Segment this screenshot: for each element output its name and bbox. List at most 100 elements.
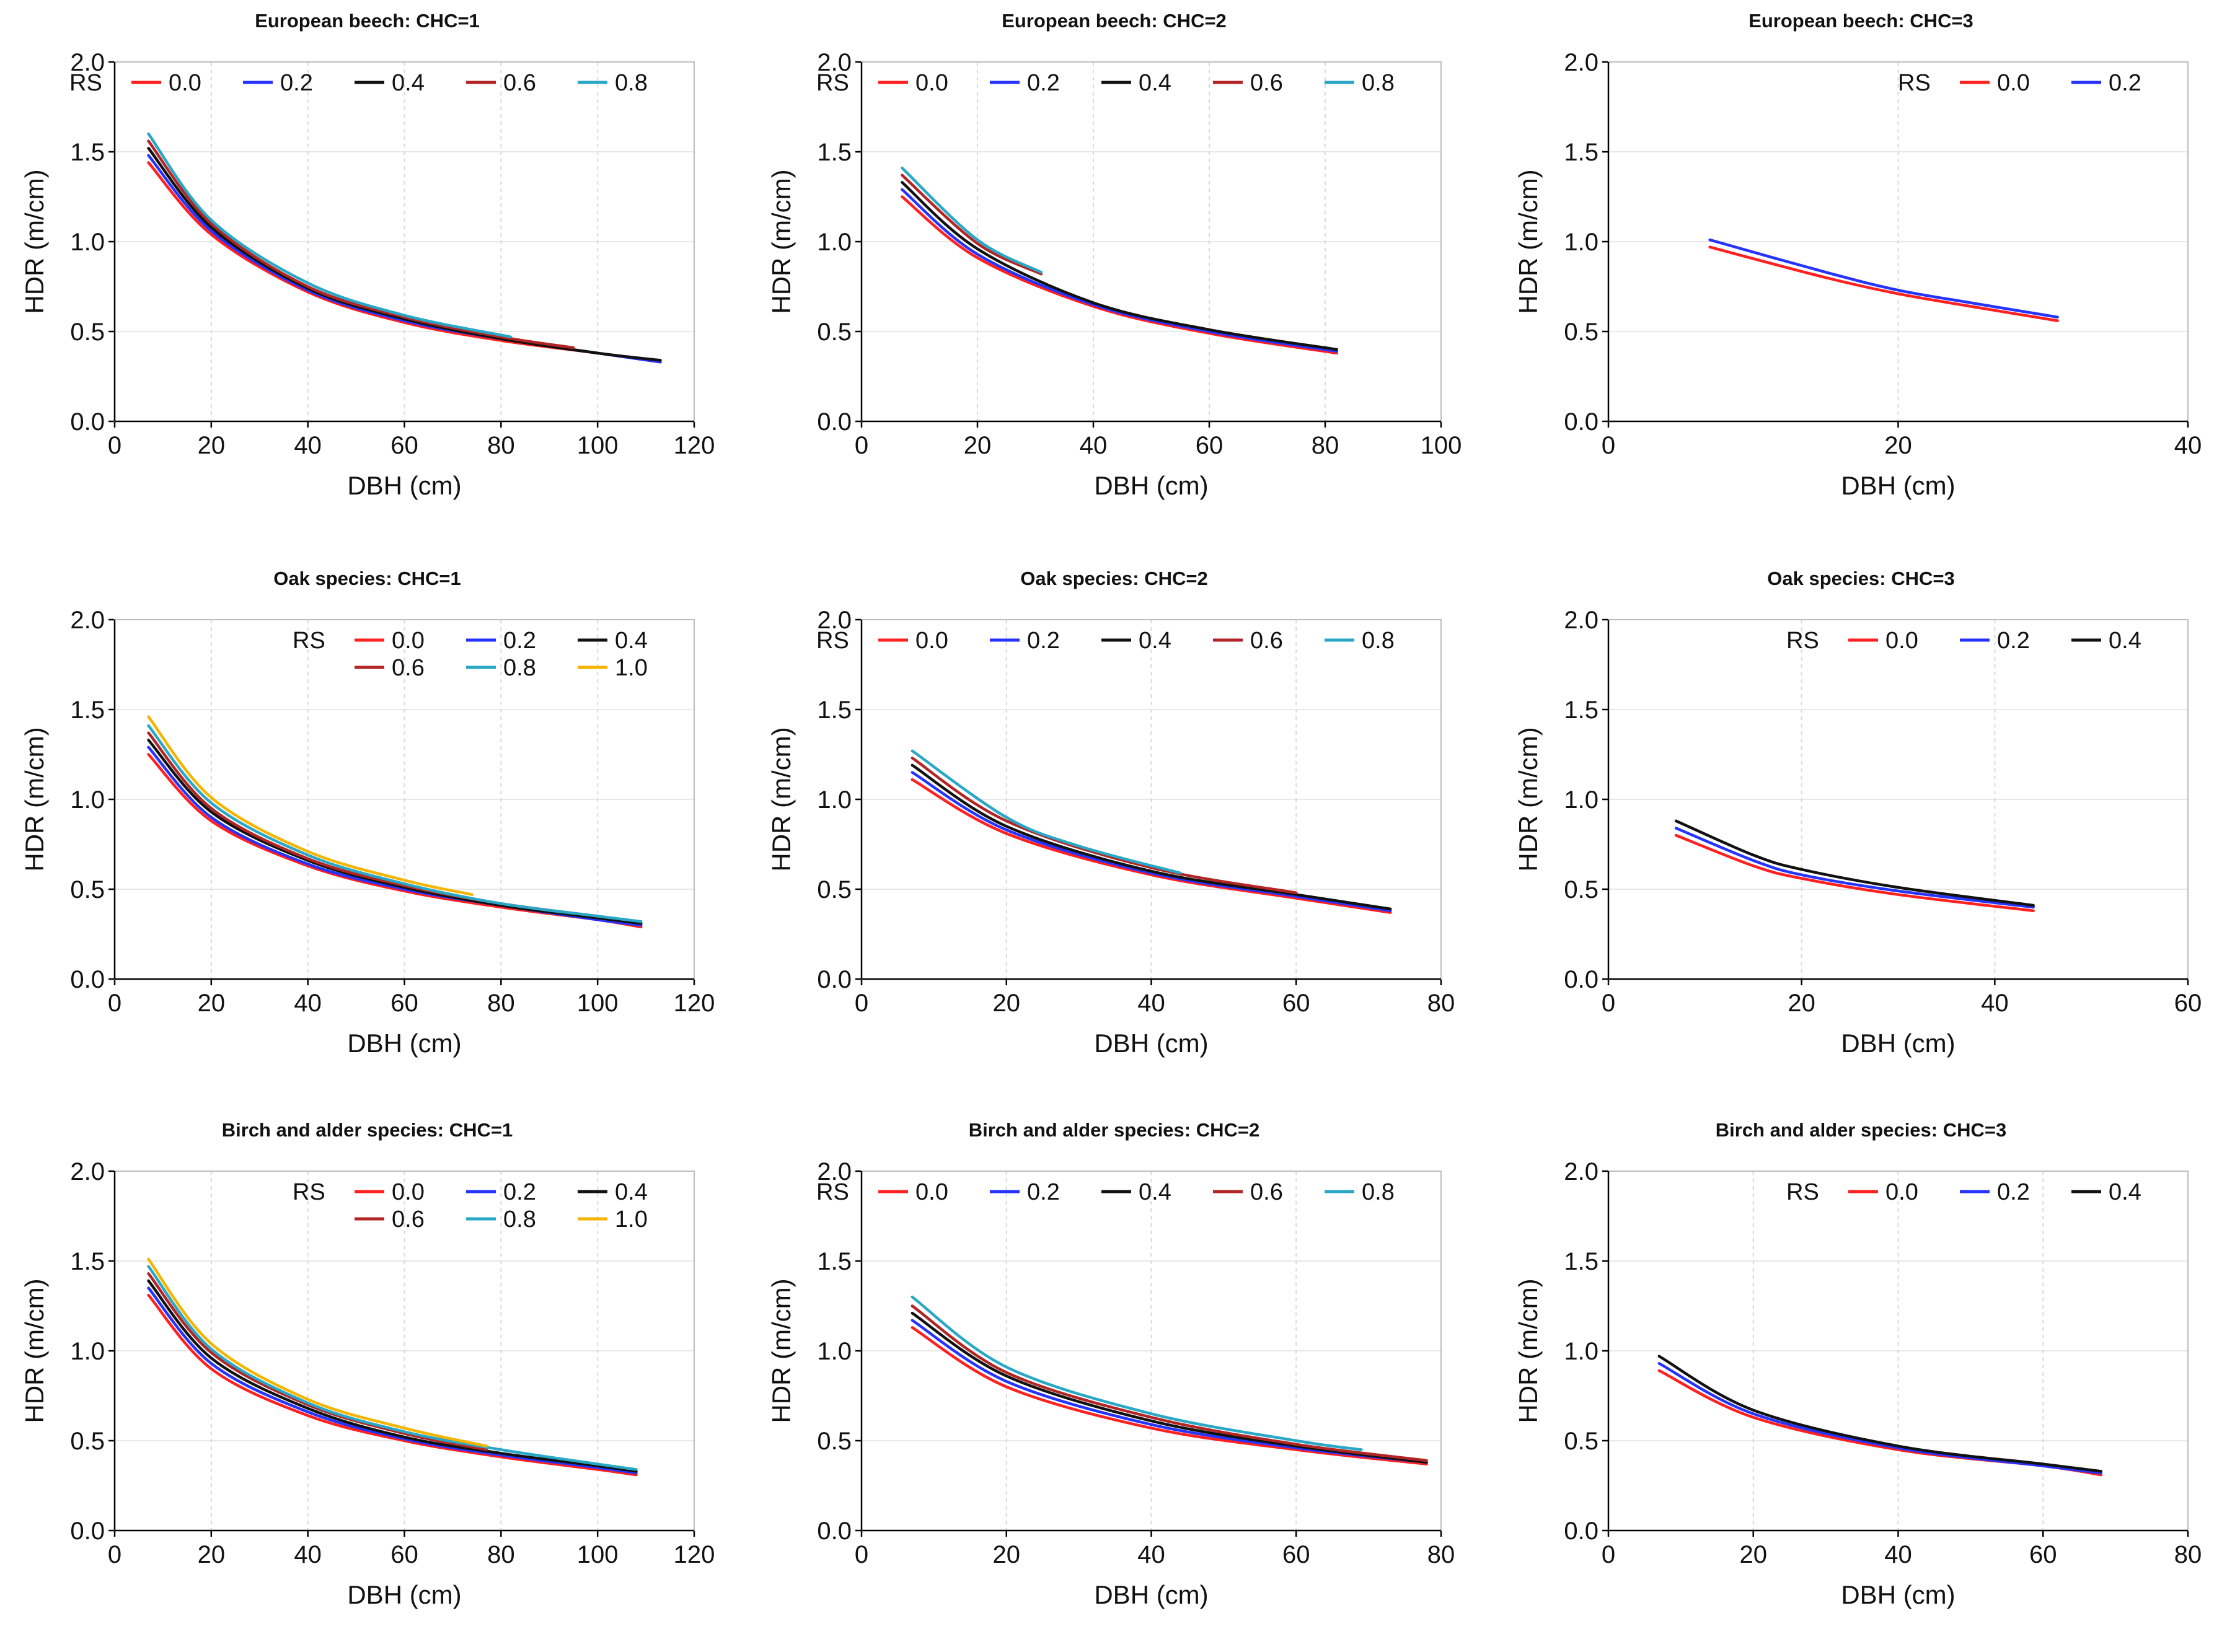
- series-line-rs-0-0: [1657, 1369, 2102, 1477]
- y-tick-label: 1.5: [70, 139, 105, 166]
- x-tick-label: 80: [487, 432, 515, 459]
- x-tick-label: 20: [1788, 990, 1815, 1017]
- y-tick-label: 1.0: [1564, 786, 1598, 814]
- y-tick-label: 0.5: [70, 319, 105, 346]
- series-line-rs-0-0: [911, 778, 1392, 914]
- legend-title: RS: [816, 70, 849, 96]
- series-line-rs-0-6: [901, 174, 1043, 276]
- legend-title: RS: [293, 1179, 325, 1205]
- y-tick-label: 1.5: [1564, 139, 1598, 166]
- x-axis-label: DBH (cm): [1094, 1580, 1208, 1609]
- y-tick-label: 0.5: [70, 1428, 105, 1455]
- series-line-rs-0-8: [901, 166, 1043, 274]
- series-line-rs-0-6: [147, 1272, 488, 1451]
- y-axis-label: HDR (m/cm): [767, 1278, 796, 1423]
- x-tick-label: 20: [993, 1541, 1021, 1568]
- y-tick-label: 0.5: [817, 319, 852, 346]
- y-tick-label: 1.5: [817, 139, 852, 166]
- x-tick-label: 100: [577, 990, 619, 1017]
- legend-label: 0.6: [1250, 1179, 1283, 1205]
- legend-label: 0.0: [392, 628, 425, 654]
- x-tick-label: 40: [294, 432, 322, 459]
- y-tick-label: 1.5: [1564, 696, 1598, 724]
- legend-label: 0.0: [915, 70, 948, 96]
- y-tick-label: 1.5: [70, 1248, 105, 1275]
- y-tick-label: 2.0: [817, 1158, 852, 1185]
- y-tick-label: 0.5: [1564, 319, 1598, 346]
- y-tick-label: 1.0: [70, 786, 105, 814]
- chart-svg: European beech: CHC=1 0.0 0.5 1.0 1.5 2.0 0 20 4…: [20, 10, 715, 500]
- legend-title: RS: [816, 628, 849, 654]
- legend-title: RS: [69, 70, 102, 96]
- x-tick-label: 60: [1282, 1541, 1310, 1568]
- x-tick-label: 20: [1884, 432, 1912, 459]
- series-line-rs-0-8: [911, 1295, 1363, 1451]
- chart-title: Oak species: CHC=2: [1020, 568, 1207, 589]
- x-tick-label: 80: [2174, 1541, 2202, 1568]
- x-axis-label: DBH (cm): [347, 1029, 461, 1058]
- x-tick-label: 40: [1884, 1541, 1912, 1568]
- y-tick-label: 0.5: [1564, 1428, 1598, 1455]
- legend-label: 0.2: [280, 70, 313, 96]
- x-tick-label: 0: [108, 432, 121, 459]
- y-tick-label: 1.5: [817, 1248, 852, 1275]
- series-line-rs-0-8: [147, 1265, 638, 1471]
- series-line-rs-0-4: [147, 146, 662, 362]
- y-axis-label: HDR (m/cm): [20, 169, 49, 314]
- y-tick-label: 2.0: [817, 607, 852, 634]
- x-axis-label: DBH (cm): [1841, 1029, 1955, 1058]
- legend-label: 0.6: [392, 655, 425, 681]
- y-tick-label: 0.0: [1564, 408, 1598, 436]
- legend-label: 1.0: [615, 1206, 648, 1232]
- legend-label: 0.0: [392, 1179, 425, 1205]
- x-tick-label: 0: [1602, 1541, 1615, 1568]
- legend-label: 0.6: [392, 1206, 425, 1232]
- series-line-rs-0-0: [1708, 245, 2059, 322]
- legend-label: 0.0: [915, 628, 948, 654]
- chart-svg: Birch and alder species: CHC=2 0.0 0.5 1.0 1…: [767, 1119, 1455, 1609]
- x-tick-label: 80: [487, 1541, 515, 1568]
- x-tick-label: 20: [993, 990, 1021, 1017]
- legend-label: 0.4: [2109, 1179, 2141, 1205]
- series-line-rs-0-8: [911, 749, 1182, 875]
- x-tick-label: 40: [2174, 432, 2202, 459]
- x-tick-label: 60: [390, 432, 418, 459]
- chart-title: Birch and alder species: CHC=1: [222, 1119, 513, 1141]
- x-tick-label: 40: [1137, 1541, 1165, 1568]
- legend-label: 0.4: [1139, 628, 1171, 654]
- series-line-rs-0-0: [147, 1293, 638, 1477]
- y-tick-label: 2.0: [817, 49, 852, 76]
- chart-panel: Oak species: CHC=1 0.0 0.5 1.0 1.5 2.0 0 20 40 60…: [0, 558, 746, 1101]
- legend-label: 0.0: [169, 70, 201, 96]
- x-tick-label: 20: [1740, 1541, 1768, 1568]
- series-line-rs-1-0: [147, 715, 474, 896]
- chart-svg: Oak species: CHC=3 0.0 0.5 1.0 1.5 2.0 0 20 40 60…: [1514, 568, 2202, 1058]
- x-tick-label: 100: [577, 1541, 619, 1568]
- y-axis-label: HDR (m/cm): [1514, 169, 1543, 314]
- legend-label: 0.2: [503, 628, 536, 654]
- x-tick-label: 80: [1427, 990, 1455, 1017]
- legend-label: 0.2: [2109, 70, 2141, 96]
- legend-label: 0.0: [1885, 1179, 1918, 1205]
- series-line-rs-0-0: [147, 753, 643, 929]
- x-tick-label: 40: [294, 1541, 322, 1568]
- legend-label: 0.8: [1362, 628, 1395, 654]
- y-tick-label: 1.5: [1564, 1248, 1598, 1275]
- legend-label: 0.2: [1027, 628, 1060, 654]
- legend-label: 0.8: [1362, 70, 1395, 96]
- y-tick-label: 2.0: [1564, 607, 1598, 634]
- chart-panel: Birch and alder species: CHC=2 0.0 0.5 1.0 1…: [747, 1109, 1493, 1652]
- x-tick-label: 20: [198, 1541, 226, 1568]
- y-tick-label: 1.5: [70, 696, 105, 724]
- y-tick-label: 0.5: [1564, 876, 1598, 903]
- legend-label: 0.0: [1997, 70, 2030, 96]
- legend-label: 0.2: [1997, 628, 2030, 654]
- chart-svg: European beech: CHC=2 0.0 0.5 1.0 1.5 2.0 0 20 4…: [767, 10, 1462, 500]
- x-tick-label: 80: [487, 990, 515, 1017]
- legend-label: 0.0: [1885, 628, 1918, 654]
- y-tick-label: 0.5: [817, 876, 852, 903]
- x-tick-label: 40: [1080, 432, 1108, 459]
- series-line-rs-0-2: [147, 1286, 638, 1475]
- legend-label: 0.4: [2109, 628, 2141, 654]
- y-tick-label: 2.0: [70, 607, 105, 634]
